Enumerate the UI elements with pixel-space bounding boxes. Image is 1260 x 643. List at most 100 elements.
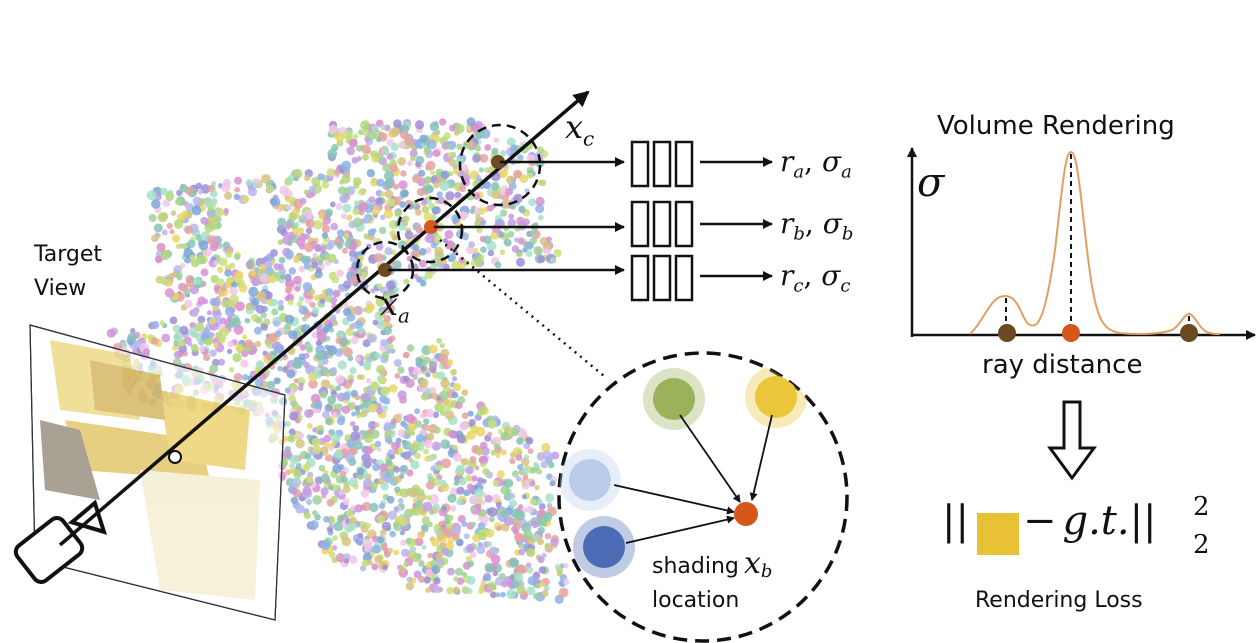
cloud-point — [351, 411, 357, 417]
cloud-point — [255, 360, 264, 368]
cloud-point — [284, 295, 290, 302]
cloud-point — [430, 465, 436, 472]
mlp-layer — [652, 254, 672, 302]
cloud-point — [219, 317, 227, 325]
cloud-point — [369, 502, 379, 513]
cloud-point — [311, 437, 321, 448]
cloud-point — [317, 424, 324, 432]
cloud-point — [322, 358, 329, 365]
neighbor-point — [653, 378, 695, 420]
mlp-layer — [674, 140, 694, 188]
cloud-point — [509, 499, 518, 508]
cloud-point — [468, 418, 476, 427]
cloud-point — [327, 322, 333, 329]
cloud-point — [440, 439, 451, 449]
cloud-point — [308, 379, 318, 389]
cloud-point — [288, 212, 298, 221]
cloud-point — [348, 516, 357, 525]
cloud-point — [525, 437, 534, 445]
x-a-base: x — [380, 285, 399, 323]
cloud-point — [347, 355, 354, 362]
cloud-point — [386, 138, 394, 147]
cloud-point — [169, 229, 175, 235]
cloud-point — [374, 555, 383, 564]
cloud-point — [350, 431, 361, 442]
cloud-point — [288, 394, 296, 403]
cloud-point — [251, 297, 260, 306]
cloud-point — [380, 191, 386, 197]
output-c-r-sub: c — [793, 275, 804, 297]
cloud-point — [362, 153, 369, 161]
cloud-point — [423, 576, 431, 584]
cloud-point — [474, 488, 484, 498]
target-view-label-line2: View — [34, 276, 87, 301]
cloud-point — [337, 555, 345, 563]
cloud-point — [454, 191, 462, 199]
cloud-point — [288, 330, 298, 340]
cloud-point — [527, 576, 537, 586]
cloud-point — [260, 268, 266, 273]
volume-rendering-title: Volume Rendering — [937, 111, 1175, 141]
cloud-point — [389, 530, 397, 538]
cloud-point — [371, 544, 381, 554]
cloud-point — [184, 299, 193, 308]
cloud-point — [323, 434, 332, 443]
loss-expression: || − g.t.|| — [942, 498, 1157, 544]
cloud-point — [146, 190, 157, 201]
x-a-label: xa — [380, 285, 410, 327]
output-a-r: r — [780, 145, 794, 178]
cloud-point — [231, 281, 238, 289]
cloud-point — [374, 422, 380, 428]
cloud-point — [508, 213, 514, 220]
cloud-point — [327, 253, 337, 263]
cloud-point — [184, 225, 193, 235]
cloud-point — [279, 203, 286, 211]
cloud-point — [466, 483, 474, 490]
cloud-point — [267, 332, 278, 343]
cloud-point — [538, 503, 546, 510]
cloud-point — [335, 374, 345, 385]
cloud-point — [240, 359, 249, 368]
cloud-point — [182, 243, 189, 250]
cloud-point — [207, 235, 218, 245]
cloud-point — [507, 218, 517, 228]
cloud-point — [378, 377, 387, 385]
cloud-point — [516, 216, 525, 225]
cloud-point — [304, 297, 312, 304]
cloud-point — [539, 179, 547, 187]
cloud-point — [461, 571, 467, 578]
cloud-point — [533, 461, 539, 468]
cloud-point — [349, 256, 356, 263]
cloud-point — [430, 170, 436, 176]
cloud-point — [189, 254, 196, 261]
cloud-point — [306, 476, 313, 484]
cloud-point — [231, 317, 242, 328]
cloud-point — [509, 457, 516, 465]
sample-point-b — [424, 220, 438, 234]
cloud-point — [393, 287, 400, 293]
rendering-loss-label: Rendering Loss — [975, 588, 1143, 613]
camera-icon — [13, 499, 108, 584]
cloud-point — [386, 197, 396, 207]
cloud-point — [550, 538, 559, 547]
cloud-point — [332, 535, 338, 541]
cloud-point — [234, 176, 242, 185]
cloud-point — [376, 407, 383, 415]
cloud-point — [523, 530, 533, 540]
sample-marker-2 — [1062, 324, 1080, 342]
cloud-point — [315, 402, 323, 410]
zoom-connector — [439, 239, 605, 377]
cloud-point — [305, 219, 315, 229]
cloud-point — [384, 170, 394, 181]
cloud-point — [535, 196, 545, 207]
cloud-point — [450, 368, 457, 376]
cloud-point — [497, 429, 503, 435]
cloud-point — [490, 591, 497, 599]
cloud-point — [226, 348, 233, 355]
cloud-point — [165, 192, 175, 202]
cloud-point — [371, 563, 379, 571]
cloud-point — [374, 352, 382, 359]
cloud-point — [525, 250, 533, 257]
cloud-point — [463, 533, 470, 540]
cloud-point — [282, 366, 289, 373]
